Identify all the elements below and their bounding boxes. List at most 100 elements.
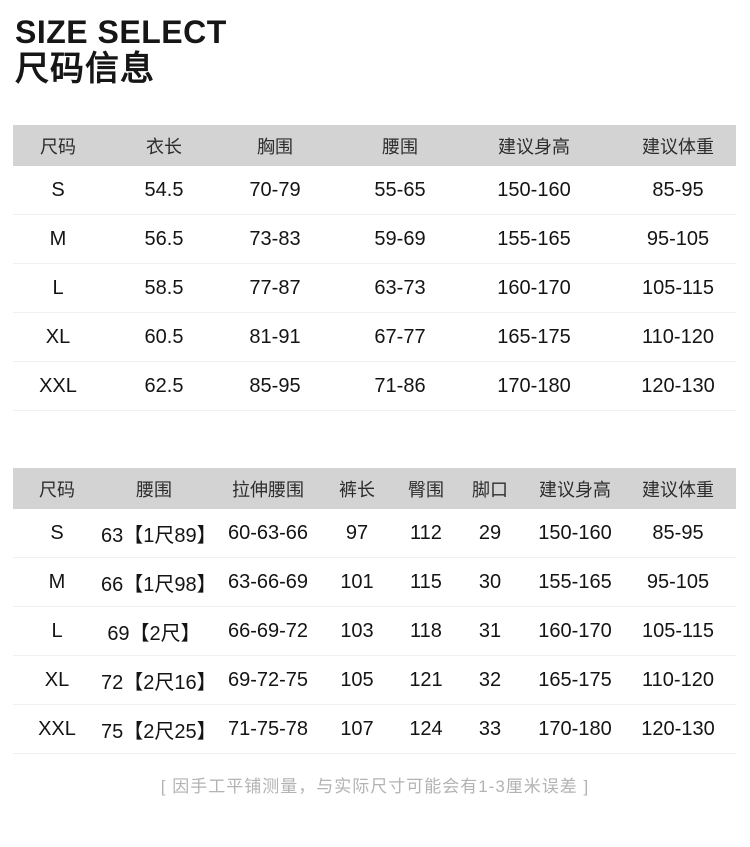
- measurement-disclaimer: [ 因手工平铺测量，与实际尺寸可能会有1-3厘米误差 ]: [160, 777, 590, 796]
- page-title-zh: 尺码信息: [15, 50, 155, 88]
- cell-garment-length: 56.5: [144, 227, 184, 250]
- header-cell-size: 尺码: [40, 136, 76, 157]
- cell-waist: 75【2尺25】: [101, 720, 217, 743]
- table-row: XL 72【2尺16】 69-72-75 105 121 32 165-175 …: [13, 656, 736, 705]
- cell-hip: 115: [410, 570, 442, 593]
- cell-suggested-height: 155-165: [497, 227, 571, 250]
- cell-leg-opening: 32: [478, 668, 502, 691]
- cell-garment-length: 60.5: [144, 325, 184, 348]
- cell-garment-length: 54.5: [144, 178, 184, 201]
- cell-suggested-weight: 95-105: [646, 570, 710, 593]
- table-row: M 66【1尺98】 63-66-69 101 115 30 155-165 9…: [13, 558, 736, 607]
- header-cell-bust: 胸围: [257, 136, 293, 157]
- cell-suggested-weight: 110-120: [642, 325, 714, 348]
- cell-suggested-height: 170-180: [497, 374, 571, 397]
- cell-pants-length: 105: [340, 668, 374, 691]
- table-row: XXL 62.5 85-95 71-86 170-180 120-130: [13, 362, 736, 411]
- cell-suggested-height: 160-170: [497, 276, 571, 299]
- size-table-top-header-row: 尺码 衣长 胸围 腰围 建议身高 建议体重: [13, 125, 736, 166]
- cell-leg-opening: 29: [478, 521, 502, 544]
- cell-suggested-height: 155-165: [538, 570, 612, 593]
- cell-waist: 67-77: [374, 325, 426, 348]
- cell-bust: 81-91: [249, 325, 301, 348]
- cell-waist: 72【2尺16】: [101, 671, 217, 694]
- cell-size: XL: [44, 668, 70, 691]
- cell-size: S: [50, 521, 64, 544]
- header-cell-waist: 腰围: [382, 136, 418, 157]
- cell-suggested-height: 165-175: [538, 668, 612, 691]
- cell-suggested-weight: 105-115: [642, 276, 714, 299]
- cell-pants-length: 97: [345, 521, 369, 544]
- cell-hip: 112: [410, 521, 442, 544]
- cell-pants-length: 103: [340, 619, 374, 642]
- header-cell-stretch-waist: 拉伸腰围: [232, 479, 304, 500]
- cell-bust: 73-83: [249, 227, 301, 250]
- table-row: L 69【2尺】 66-69-72 103 118 31 160-170 105…: [13, 607, 736, 656]
- header-cell-garment-length: 衣长: [146, 136, 182, 157]
- cell-suggested-weight: 120-130: [641, 717, 715, 740]
- size-table-top: 尺码 衣长 胸围 腰围 建议身高 建议体重 S 54.5 70-79 55-65…: [13, 125, 736, 411]
- header-cell-pants-length: 裤长: [339, 479, 375, 500]
- cell-size: L: [51, 619, 63, 642]
- cell-leg-opening: 30: [478, 570, 502, 593]
- page-title-en: SIZE SELECT: [15, 14, 227, 50]
- table-row: S 54.5 70-79 55-65 150-160 85-95: [13, 166, 736, 215]
- cell-waist: 69【2尺】: [107, 622, 201, 645]
- cell-hip: 118: [410, 619, 442, 642]
- cell-hip: 124: [409, 717, 443, 740]
- cell-leg-opening: 33: [478, 717, 502, 740]
- cell-waist: 66【1尺98】: [101, 573, 217, 596]
- cell-suggested-height: 160-170: [538, 619, 612, 642]
- cell-size: XL: [45, 325, 71, 348]
- header-cell-leg-opening: 脚口: [472, 479, 508, 500]
- cell-waist: 55-65: [374, 178, 426, 201]
- cell-garment-length: 58.5: [144, 276, 184, 299]
- header-cell-size: 尺码: [39, 479, 75, 500]
- cell-suggested-weight: 85-95: [652, 521, 704, 544]
- cell-stretch-waist: 63-66-69: [227, 570, 309, 593]
- cell-waist: 59-69: [374, 227, 426, 250]
- cell-pants-length: 107: [340, 717, 374, 740]
- cell-suggested-height: 170-180: [538, 717, 612, 740]
- table-row: XXL 75【2尺25】 71-75-78 107 124 33 170-180…: [13, 705, 736, 754]
- cell-size: M: [49, 227, 67, 250]
- cell-suggested-weight: 105-115: [642, 619, 714, 642]
- table-row: S 63【1尺89】 60-63-66 97 112 29 150-160 85…: [13, 509, 736, 558]
- cell-suggested-weight: 95-105: [646, 227, 710, 250]
- cell-pants-length: 101: [340, 570, 374, 593]
- cell-waist: 71-86: [374, 374, 426, 397]
- cell-suggested-weight: 120-130: [641, 374, 715, 397]
- header-cell-hip: 臀围: [408, 479, 444, 500]
- table-row: XL 60.5 81-91 67-77 165-175 110-120: [13, 313, 736, 362]
- header-cell-suggested-weight: 建议体重: [642, 479, 714, 500]
- header-cell-suggested-height: 建议身高: [539, 479, 611, 500]
- cell-size: S: [51, 178, 65, 201]
- cell-leg-opening: 31: [478, 619, 502, 642]
- cell-suggested-height: 150-160: [497, 178, 571, 201]
- cell-size: L: [52, 276, 64, 299]
- cell-bust: 70-79: [249, 178, 301, 201]
- table-row: L 58.5 77-87 63-73 160-170 105-115: [13, 264, 736, 313]
- cell-suggested-height: 165-175: [497, 325, 571, 348]
- cell-stretch-waist: 69-72-75: [227, 668, 309, 691]
- size-table-bottom: 尺码 腰围 拉伸腰围 裤长 臀围 脚口 建议身高 建议体重 S 63【1尺89】…: [13, 468, 736, 754]
- cell-size: XXL: [38, 717, 76, 740]
- cell-stretch-waist: 60-63-66: [227, 521, 309, 544]
- header-cell-suggested-weight: 建议体重: [642, 136, 714, 157]
- cell-stretch-waist: 66-69-72: [227, 619, 309, 642]
- cell-suggested-height: 150-160: [538, 521, 612, 544]
- cell-suggested-weight: 85-95: [652, 178, 704, 201]
- cell-stretch-waist: 71-75-78: [227, 717, 309, 740]
- cell-suggested-weight: 110-120: [642, 668, 714, 691]
- page-title-block: SIZE SELECT 尺码信息: [0, 0, 750, 88]
- cell-hip: 121: [409, 668, 443, 691]
- cell-garment-length: 62.5: [144, 374, 184, 397]
- cell-size: M: [48, 570, 66, 593]
- cell-bust: 85-95: [249, 374, 301, 397]
- cell-size: XXL: [39, 374, 77, 397]
- header-cell-waist: 腰围: [136, 479, 172, 500]
- cell-waist: 63-73: [374, 276, 426, 299]
- size-table-bottom-header-row: 尺码 腰围 拉伸腰围 裤长 臀围 脚口 建议身高 建议体重: [13, 468, 736, 509]
- cell-bust: 77-87: [249, 276, 301, 299]
